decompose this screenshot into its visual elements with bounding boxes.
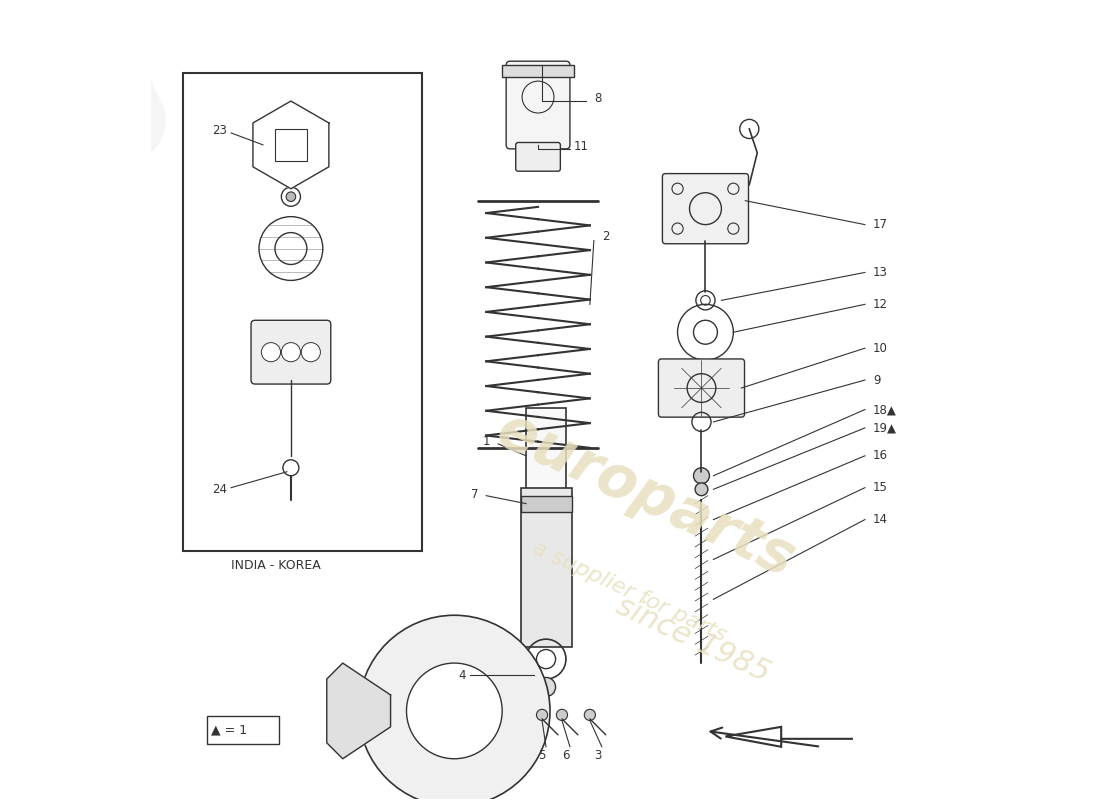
Text: 2: 2 [602, 230, 609, 243]
Text: 4: 4 [459, 669, 466, 682]
Text: 23: 23 [212, 124, 227, 137]
Circle shape [693, 468, 710, 484]
Text: 1: 1 [483, 435, 491, 448]
Text: 6: 6 [562, 749, 570, 762]
Text: 7: 7 [471, 487, 478, 501]
Text: 5: 5 [538, 749, 546, 762]
Text: 15: 15 [873, 481, 888, 494]
Circle shape [557, 710, 568, 721]
Circle shape [584, 710, 595, 721]
Circle shape [359, 615, 550, 800]
Text: 17: 17 [873, 218, 888, 231]
Circle shape [407, 663, 503, 758]
Circle shape [301, 342, 320, 362]
Text: 14: 14 [873, 513, 888, 526]
Text: 16: 16 [873, 450, 888, 462]
FancyBboxPatch shape [659, 359, 745, 417]
Text: 13: 13 [873, 266, 888, 279]
FancyBboxPatch shape [207, 717, 279, 744]
Text: 11: 11 [574, 140, 589, 153]
Text: INDIA - KOREA: INDIA - KOREA [231, 559, 321, 573]
Text: ▲ = 1: ▲ = 1 [211, 723, 248, 737]
Text: 12: 12 [873, 298, 888, 311]
FancyBboxPatch shape [526, 408, 565, 504]
Circle shape [537, 678, 556, 697]
Circle shape [262, 342, 280, 362]
Circle shape [537, 710, 548, 721]
FancyBboxPatch shape [251, 320, 331, 384]
Polygon shape [327, 663, 390, 758]
Circle shape [282, 342, 300, 362]
FancyBboxPatch shape [520, 496, 572, 512]
FancyBboxPatch shape [275, 129, 307, 161]
Text: europarts: europarts [487, 402, 804, 590]
Circle shape [695, 483, 708, 496]
Text: 24: 24 [212, 482, 227, 496]
Text: 8: 8 [594, 92, 602, 105]
FancyBboxPatch shape [662, 174, 748, 244]
Text: 19▲: 19▲ [873, 422, 896, 434]
Text: a supplier for parts: a supplier for parts [529, 538, 730, 645]
Polygon shape [253, 101, 329, 189]
Text: 3: 3 [594, 749, 602, 762]
Text: 9: 9 [873, 374, 880, 386]
Circle shape [286, 192, 296, 202]
Text: since 1985: since 1985 [612, 591, 775, 687]
Text: 10: 10 [873, 342, 888, 354]
FancyBboxPatch shape [503, 65, 574, 77]
Text: 18▲: 18▲ [873, 403, 896, 416]
FancyBboxPatch shape [520, 488, 572, 647]
FancyBboxPatch shape [506, 61, 570, 149]
FancyBboxPatch shape [516, 142, 560, 171]
